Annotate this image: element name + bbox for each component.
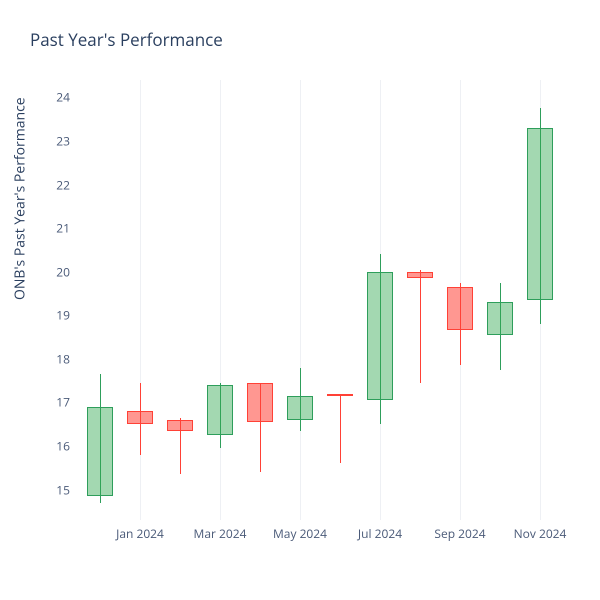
candle-body	[527, 128, 553, 300]
y-axis-title: ONB's Past Year's Performance	[11, 97, 30, 300]
y-tick-label: 21	[40, 220, 70, 237]
candle-body	[407, 272, 433, 279]
candle-body	[87, 407, 113, 496]
x-tick-label: Jan 2024	[116, 525, 164, 542]
x-tick-label: Sep 2024	[434, 525, 485, 542]
x-tick-label: May 2024	[273, 525, 327, 542]
candle-body	[247, 383, 273, 422]
candle-body	[287, 396, 313, 420]
candle-wick	[420, 270, 421, 383]
candle-wick	[340, 394, 341, 464]
y-tick-label: 18	[40, 350, 70, 367]
chart-title: Past Year's Performance	[30, 28, 223, 51]
x-tick-label: Jul 2024	[358, 525, 402, 542]
y-tick-label: 17	[40, 394, 70, 411]
plot-area: Jan 2024Mar 2024May 2024Jul 2024Sep 2024…	[80, 80, 560, 520]
candle-body	[207, 385, 233, 435]
grid-line	[220, 80, 221, 520]
candle-body	[327, 394, 353, 396]
y-tick-label: 23	[40, 132, 70, 149]
y-tick-label: 19	[40, 307, 70, 324]
y-tick-label: 16	[40, 437, 70, 454]
candle-body	[367, 272, 393, 401]
x-tick-label: Mar 2024	[194, 525, 247, 542]
x-tick-label: Nov 2024	[514, 525, 567, 542]
candle-body	[487, 302, 513, 335]
candle-body	[127, 411, 153, 424]
chart-container: Past Year's Performance ONB's Past Year'…	[0, 0, 600, 600]
y-tick-label: 24	[40, 89, 70, 106]
y-tick-label: 20	[40, 263, 70, 280]
candle-body	[167, 420, 193, 431]
y-tick-label: 15	[40, 481, 70, 498]
candle-body	[447, 287, 473, 331]
y-tick-label: 22	[40, 176, 70, 193]
grid-line	[300, 80, 301, 520]
